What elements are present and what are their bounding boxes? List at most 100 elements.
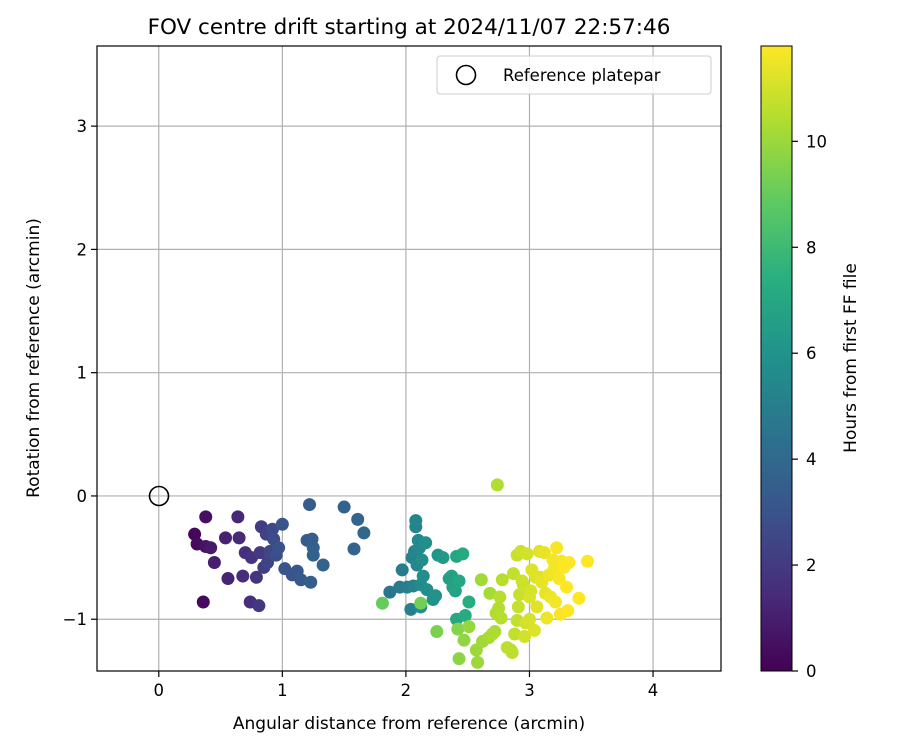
colorbar-label: Hours from first FF file <box>841 263 861 453</box>
data-point <box>196 595 210 609</box>
legend-marker <box>455 64 477 86</box>
colorbar-tick-label: 2 <box>806 556 817 575</box>
colorbar-tick-label: 8 <box>806 238 817 257</box>
data-point <box>572 591 586 605</box>
data-point <box>562 556 576 570</box>
colorbar-ticks: 0 2 4 6 8 10 <box>792 132 827 681</box>
data-point <box>404 602 418 616</box>
data-point <box>429 589 443 603</box>
data-point <box>414 596 428 610</box>
colorbar: 0 2 4 6 8 10 Hours from first FF file <box>760 45 861 681</box>
y-axis-ticks: −1 0 1 2 3 <box>63 117 97 629</box>
y-tick-label: 0 <box>77 487 88 506</box>
data-point <box>540 611 554 625</box>
data-point <box>430 625 444 639</box>
y-tick-label: −1 <box>63 610 87 629</box>
colorbar-tick-label: 6 <box>806 344 817 363</box>
data-point <box>265 522 279 536</box>
data-point <box>221 572 235 586</box>
data-point <box>436 551 450 565</box>
data-point <box>272 541 286 555</box>
data-point <box>419 536 433 550</box>
data-point <box>456 547 470 561</box>
x-tick-label: 2 <box>401 681 412 700</box>
x-axis-ticks: 0 1 2 3 4 <box>154 671 659 700</box>
data-point <box>518 629 532 643</box>
chart-title: FOV centre drift starting at 2024/11/07 … <box>148 15 671 40</box>
data-point <box>527 623 541 637</box>
data-point <box>357 526 371 540</box>
data-point <box>199 510 213 524</box>
data-point <box>253 546 267 560</box>
colorbar-tick-label: 4 <box>806 450 817 469</box>
data-point <box>550 541 564 555</box>
data-point <box>249 570 263 584</box>
y-tick-label: 1 <box>77 364 88 383</box>
data-point <box>452 574 466 588</box>
data-point <box>219 531 233 545</box>
data-point <box>474 573 488 587</box>
data-point <box>207 556 221 570</box>
data-point <box>488 625 502 639</box>
data-point <box>383 585 397 599</box>
x-tick-label: 1 <box>277 681 288 700</box>
data-point <box>351 512 365 526</box>
data-point <box>448 584 462 598</box>
data-point <box>530 600 544 614</box>
y-axis-label: Rotation from reference (arcmin) <box>24 218 44 498</box>
data-point <box>304 575 318 589</box>
data-point <box>458 609 472 623</box>
plot-frame <box>96 45 722 672</box>
data-point <box>275 517 289 531</box>
legend-box <box>436 55 712 95</box>
data-point <box>337 500 351 514</box>
data-point <box>261 556 275 570</box>
data-point <box>294 573 308 587</box>
data-point <box>483 586 497 600</box>
data-point <box>462 620 476 634</box>
data-point <box>232 531 246 545</box>
y-tick-label: 2 <box>77 240 88 259</box>
data-point <box>548 595 562 609</box>
data-point <box>316 558 330 572</box>
x-axis-label: Angular distance from reference (arcmin) <box>233 714 585 734</box>
data-point <box>204 541 218 555</box>
data-point <box>306 548 320 562</box>
data-point <box>451 622 465 636</box>
legend: Reference platepar <box>436 55 712 95</box>
data-point <box>231 510 245 524</box>
data-point <box>375 596 389 610</box>
data-point <box>416 569 430 583</box>
data-point <box>409 514 423 528</box>
colorbar-gradient <box>760 45 793 672</box>
data-point <box>561 604 575 618</box>
x-tick-label: 3 <box>524 681 535 700</box>
data-point <box>560 580 574 594</box>
data-point <box>492 601 506 615</box>
data-point <box>494 611 508 625</box>
data-point <box>462 595 476 609</box>
x-tick-label: 0 <box>154 681 165 700</box>
data-point <box>471 655 485 669</box>
data-point <box>490 478 504 492</box>
data-points <box>188 478 595 669</box>
data-point <box>524 584 538 598</box>
x-tick-label: 4 <box>648 681 659 700</box>
grid-lines <box>97 46 721 671</box>
data-point <box>457 633 471 647</box>
data-point <box>495 573 509 587</box>
colorbar-tick-label: 10 <box>806 132 827 151</box>
data-point <box>505 646 519 660</box>
data-point <box>537 546 551 560</box>
data-point <box>252 599 266 613</box>
colorbar-tick-label: 0 <box>806 662 817 681</box>
data-point <box>347 542 361 556</box>
y-tick-label: 3 <box>77 117 88 136</box>
data-point <box>511 600 525 614</box>
data-point <box>508 627 522 641</box>
data-point <box>493 590 507 604</box>
data-point <box>506 567 520 581</box>
reference-platepar-marker <box>148 485 170 507</box>
data-point <box>188 527 202 541</box>
